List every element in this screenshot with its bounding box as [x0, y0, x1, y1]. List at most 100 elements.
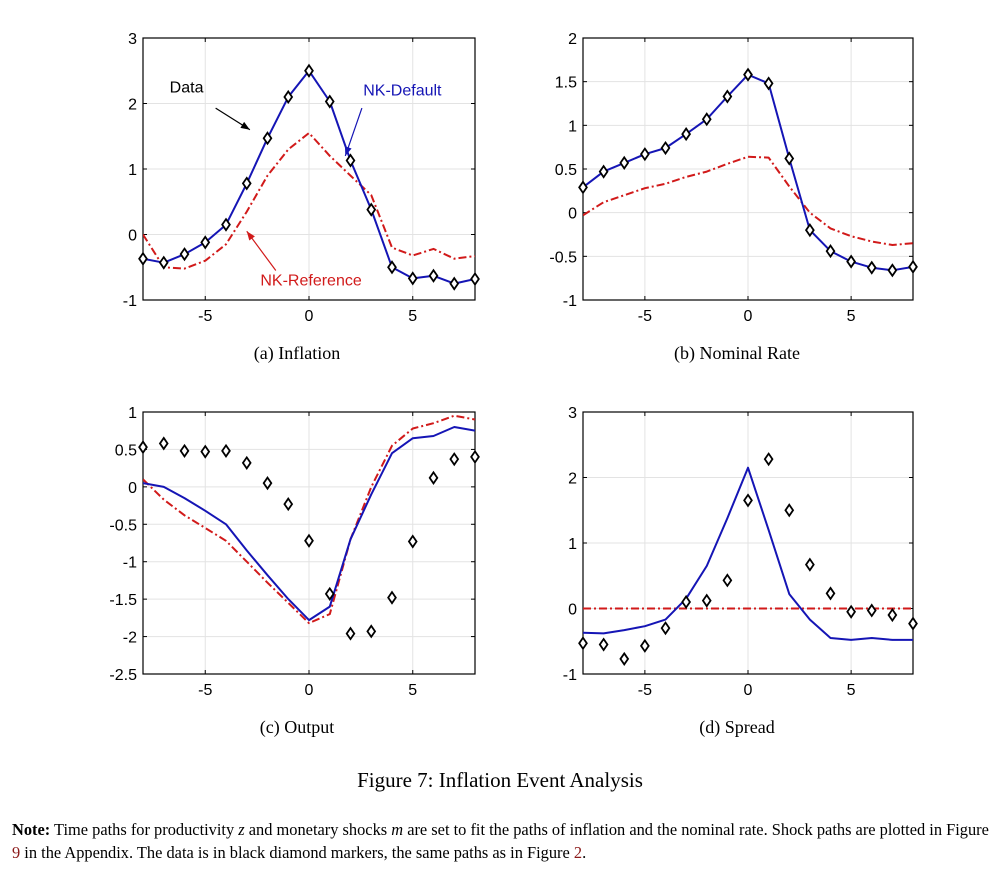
data-point	[241, 176, 252, 191]
y-tick-label: 1	[128, 405, 137, 422]
data-point	[784, 151, 795, 166]
data-point	[179, 443, 190, 459]
figure-title: Figure 7: Inflation Event Analysis	[357, 768, 643, 792]
data-point	[241, 455, 252, 470]
figure-7-panels: -5 0 5 -1 0 1 2 3 Data NK-Default NK-Reference -5 0 5…	[109, 31, 918, 699]
data-point	[428, 268, 439, 283]
subcaption-b: (b) Nominal Rate	[674, 343, 800, 363]
data-point	[262, 131, 273, 146]
data-point	[866, 603, 877, 618]
data-point	[345, 153, 356, 168]
figure-note: Note: Time paths for productivity z and …	[12, 818, 997, 864]
note-var-m: m	[391, 820, 404, 839]
data-point	[407, 271, 418, 286]
x-tick-label: -5	[198, 308, 212, 325]
data-point	[283, 89, 294, 105]
note-var-z: z	[238, 820, 245, 839]
y-tick-label: -2.5	[109, 667, 137, 684]
data-point	[701, 112, 712, 127]
note-figure-ref-9[interactable]: 9	[12, 843, 21, 862]
data-point	[743, 493, 753, 508]
y-tick-label: 0.5	[115, 442, 137, 459]
data-point	[908, 616, 918, 631]
data-point	[138, 440, 148, 455]
y-tick-label: 2	[128, 97, 137, 114]
data-point	[158, 436, 169, 451]
data-point	[345, 626, 356, 641]
data-point	[722, 573, 733, 588]
x-tick-label: -5	[638, 308, 652, 325]
data-point	[846, 604, 857, 619]
x-tick-label: -5	[638, 682, 652, 699]
data-point	[908, 259, 918, 274]
y-tick-label: -1	[123, 555, 137, 572]
y-tick-label: 1	[128, 162, 137, 179]
x-tick-label: -5	[198, 682, 212, 699]
data-point	[784, 503, 795, 518]
data-point	[722, 89, 733, 104]
data-point	[387, 260, 397, 275]
data-point	[470, 449, 480, 464]
data-point	[701, 593, 712, 608]
data-point	[138, 251, 148, 266]
data-point	[763, 76, 774, 91]
subcaption-d: (d) Spread	[699, 717, 775, 737]
y-tick-label: 1	[568, 536, 577, 553]
data-point	[619, 155, 630, 170]
data-point	[846, 254, 857, 269]
y-tick-label: -2	[123, 630, 137, 647]
y-tick-label: -0.5	[549, 249, 577, 266]
data-point	[470, 271, 480, 287]
annotation-data: Data	[170, 79, 204, 96]
y-tick-label: 0	[568, 602, 577, 619]
data-point	[221, 217, 231, 232]
y-tick-label: 2	[568, 471, 577, 488]
data-point	[578, 180, 588, 195]
data-point	[639, 147, 650, 162]
data-point	[660, 621, 671, 636]
data-point	[825, 586, 836, 601]
y-tick-label: -0.5	[109, 517, 137, 534]
x-tick-label: 0	[744, 308, 753, 325]
series-data-markers	[138, 436, 480, 641]
panel-a: -5 0 5 -1 0 1 2 3 Data NK-Default NK-Reference	[123, 31, 480, 325]
y-tick-label: -1	[123, 293, 137, 310]
series-nk-default-line	[143, 426, 475, 622]
data-point	[200, 235, 211, 250]
y-tick-label: 0	[568, 206, 577, 223]
data-point	[179, 247, 190, 262]
y-tick-label: -1	[563, 293, 577, 310]
series-data-markers	[578, 67, 918, 278]
data-point	[887, 607, 898, 623]
y-tick-label: 2	[568, 31, 577, 48]
data-point	[407, 534, 418, 549]
data-point	[619, 651, 630, 667]
data-point	[743, 67, 753, 82]
note-figure-ref-2[interactable]: 2	[573, 843, 583, 862]
data-point	[804, 557, 815, 572]
note-text-3: are set to fit the paths of inflation an…	[403, 820, 989, 839]
x-tick-label: 5	[408, 308, 417, 325]
panel-d: -5 0 5 -1 0 1 2 3	[563, 405, 918, 699]
y-tick-label: 1.5	[555, 75, 577, 92]
series-nk-default-line	[583, 466, 913, 641]
x-tick-label: 0	[305, 682, 314, 699]
x-tick-label: 5	[847, 682, 856, 699]
subcaption-c: (c) Output	[259, 717, 335, 737]
data-point	[366, 624, 377, 639]
data-point	[887, 263, 898, 278]
data-point	[324, 586, 335, 601]
annotation-arrowhead-data	[240, 121, 250, 130]
series-nk-reference-line	[143, 414, 475, 625]
panel-b: -5 0 5 -1 -0.5 0 0.5 1 1.5 2	[549, 31, 918, 325]
x-tick-label: 5	[408, 682, 417, 699]
x-tick-label: 0	[744, 682, 753, 699]
series-nk-reference-line	[143, 132, 475, 270]
data-point	[304, 533, 314, 548]
data-point	[387, 590, 397, 605]
note-label: Note:	[12, 820, 51, 839]
y-tick-label: 0	[128, 228, 137, 245]
y-tick-label: 3	[128, 31, 137, 48]
y-tick-label: 3	[568, 405, 577, 422]
note-text-4: in the Appendix. The data is in black di…	[20, 843, 574, 862]
